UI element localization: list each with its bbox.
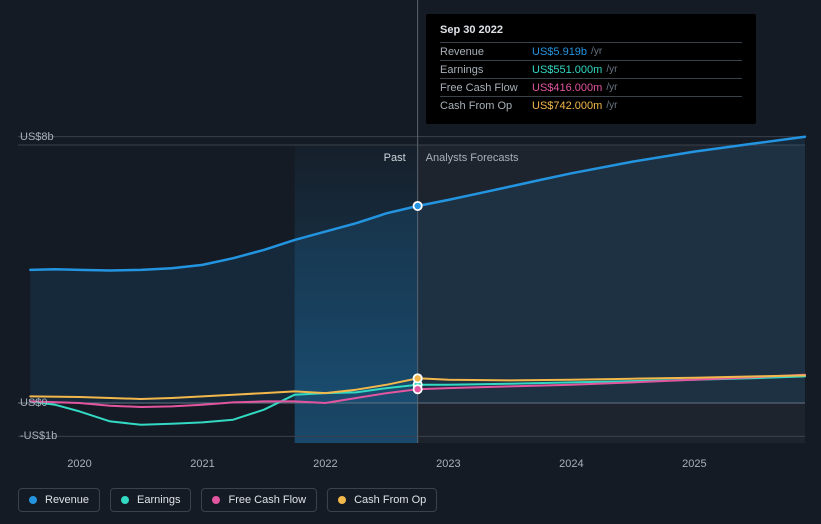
tooltip-row-unit: /yr <box>591 46 602 58</box>
section-label-forecast: Analysts Forecasts <box>426 152 519 164</box>
x-axis-tick-label: 2020 <box>67 458 91 470</box>
x-axis-tick-label: 2025 <box>682 458 706 470</box>
legend-item-label: Revenue <box>45 494 89 506</box>
section-label-past: Past <box>384 152 406 164</box>
legend-item-revenue[interactable]: Revenue <box>18 488 100 512</box>
x-axis-tick-label: 2021 <box>190 458 214 470</box>
y-axis-tick-label: US$0 <box>20 397 48 409</box>
tooltip-row-key: Earnings <box>440 64 532 76</box>
series-marker-revenue <box>414 203 420 209</box>
legend-dot-icon <box>29 496 37 504</box>
tooltip-row-key: Revenue <box>440 46 532 58</box>
tooltip-title: Sep 30 2022 <box>440 24 742 36</box>
legend-item-earnings[interactable]: Earnings <box>110 488 191 512</box>
y-axis-tick-label: US$8b <box>20 131 54 143</box>
tooltip-row: Free Cash Flow US$416.000m /yr <box>440 78 742 96</box>
tooltip-row-unit: /yr <box>606 64 617 76</box>
x-axis-tick-label: 2022 <box>313 458 337 470</box>
legend-item-label: Free Cash Flow <box>228 494 306 506</box>
tooltip-row-key: Cash From Op <box>440 100 532 112</box>
legend-dot-icon <box>338 496 346 504</box>
x-axis-tick-label: 2024 <box>559 458 583 470</box>
series-marker-fcf <box>414 386 420 392</box>
chart-legend: Revenue Earnings Free Cash Flow Cash Fro… <box>18 488 437 512</box>
chart-tooltip: Sep 30 2022 Revenue US$5.919b /yr Earnin… <box>426 14 756 124</box>
tooltip-row: Cash From Op US$742.000m /yr <box>440 96 742 114</box>
x-axis-tick-label: 2023 <box>436 458 460 470</box>
financials-chart: { "layout": { "width": 821, "height": 52… <box>0 0 821 524</box>
legend-item-label: Earnings <box>137 494 180 506</box>
tooltip-row: Revenue US$5.919b /yr <box>440 42 742 60</box>
legend-dot-icon <box>121 496 129 504</box>
tooltip-row-value: US$551.000m <box>532 64 602 76</box>
legend-item-fcf[interactable]: Free Cash Flow <box>201 488 317 512</box>
tooltip-row-unit: /yr <box>606 100 617 112</box>
legend-item-label: Cash From Op <box>354 494 426 506</box>
series-marker-cfo <box>414 375 420 381</box>
tooltip-row-value: US$742.000m <box>532 100 602 112</box>
y-axis-tick-label: -US$1b <box>20 430 57 442</box>
tooltip-row: Earnings US$551.000m /yr <box>440 60 742 78</box>
tooltip-row-value: US$416.000m <box>532 82 602 94</box>
legend-item-cfo[interactable]: Cash From Op <box>327 488 437 512</box>
tooltip-row-key: Free Cash Flow <box>440 82 532 94</box>
tooltip-row-value: US$5.919b <box>532 46 587 58</box>
tooltip-row-unit: /yr <box>606 82 617 94</box>
legend-dot-icon <box>212 496 220 504</box>
